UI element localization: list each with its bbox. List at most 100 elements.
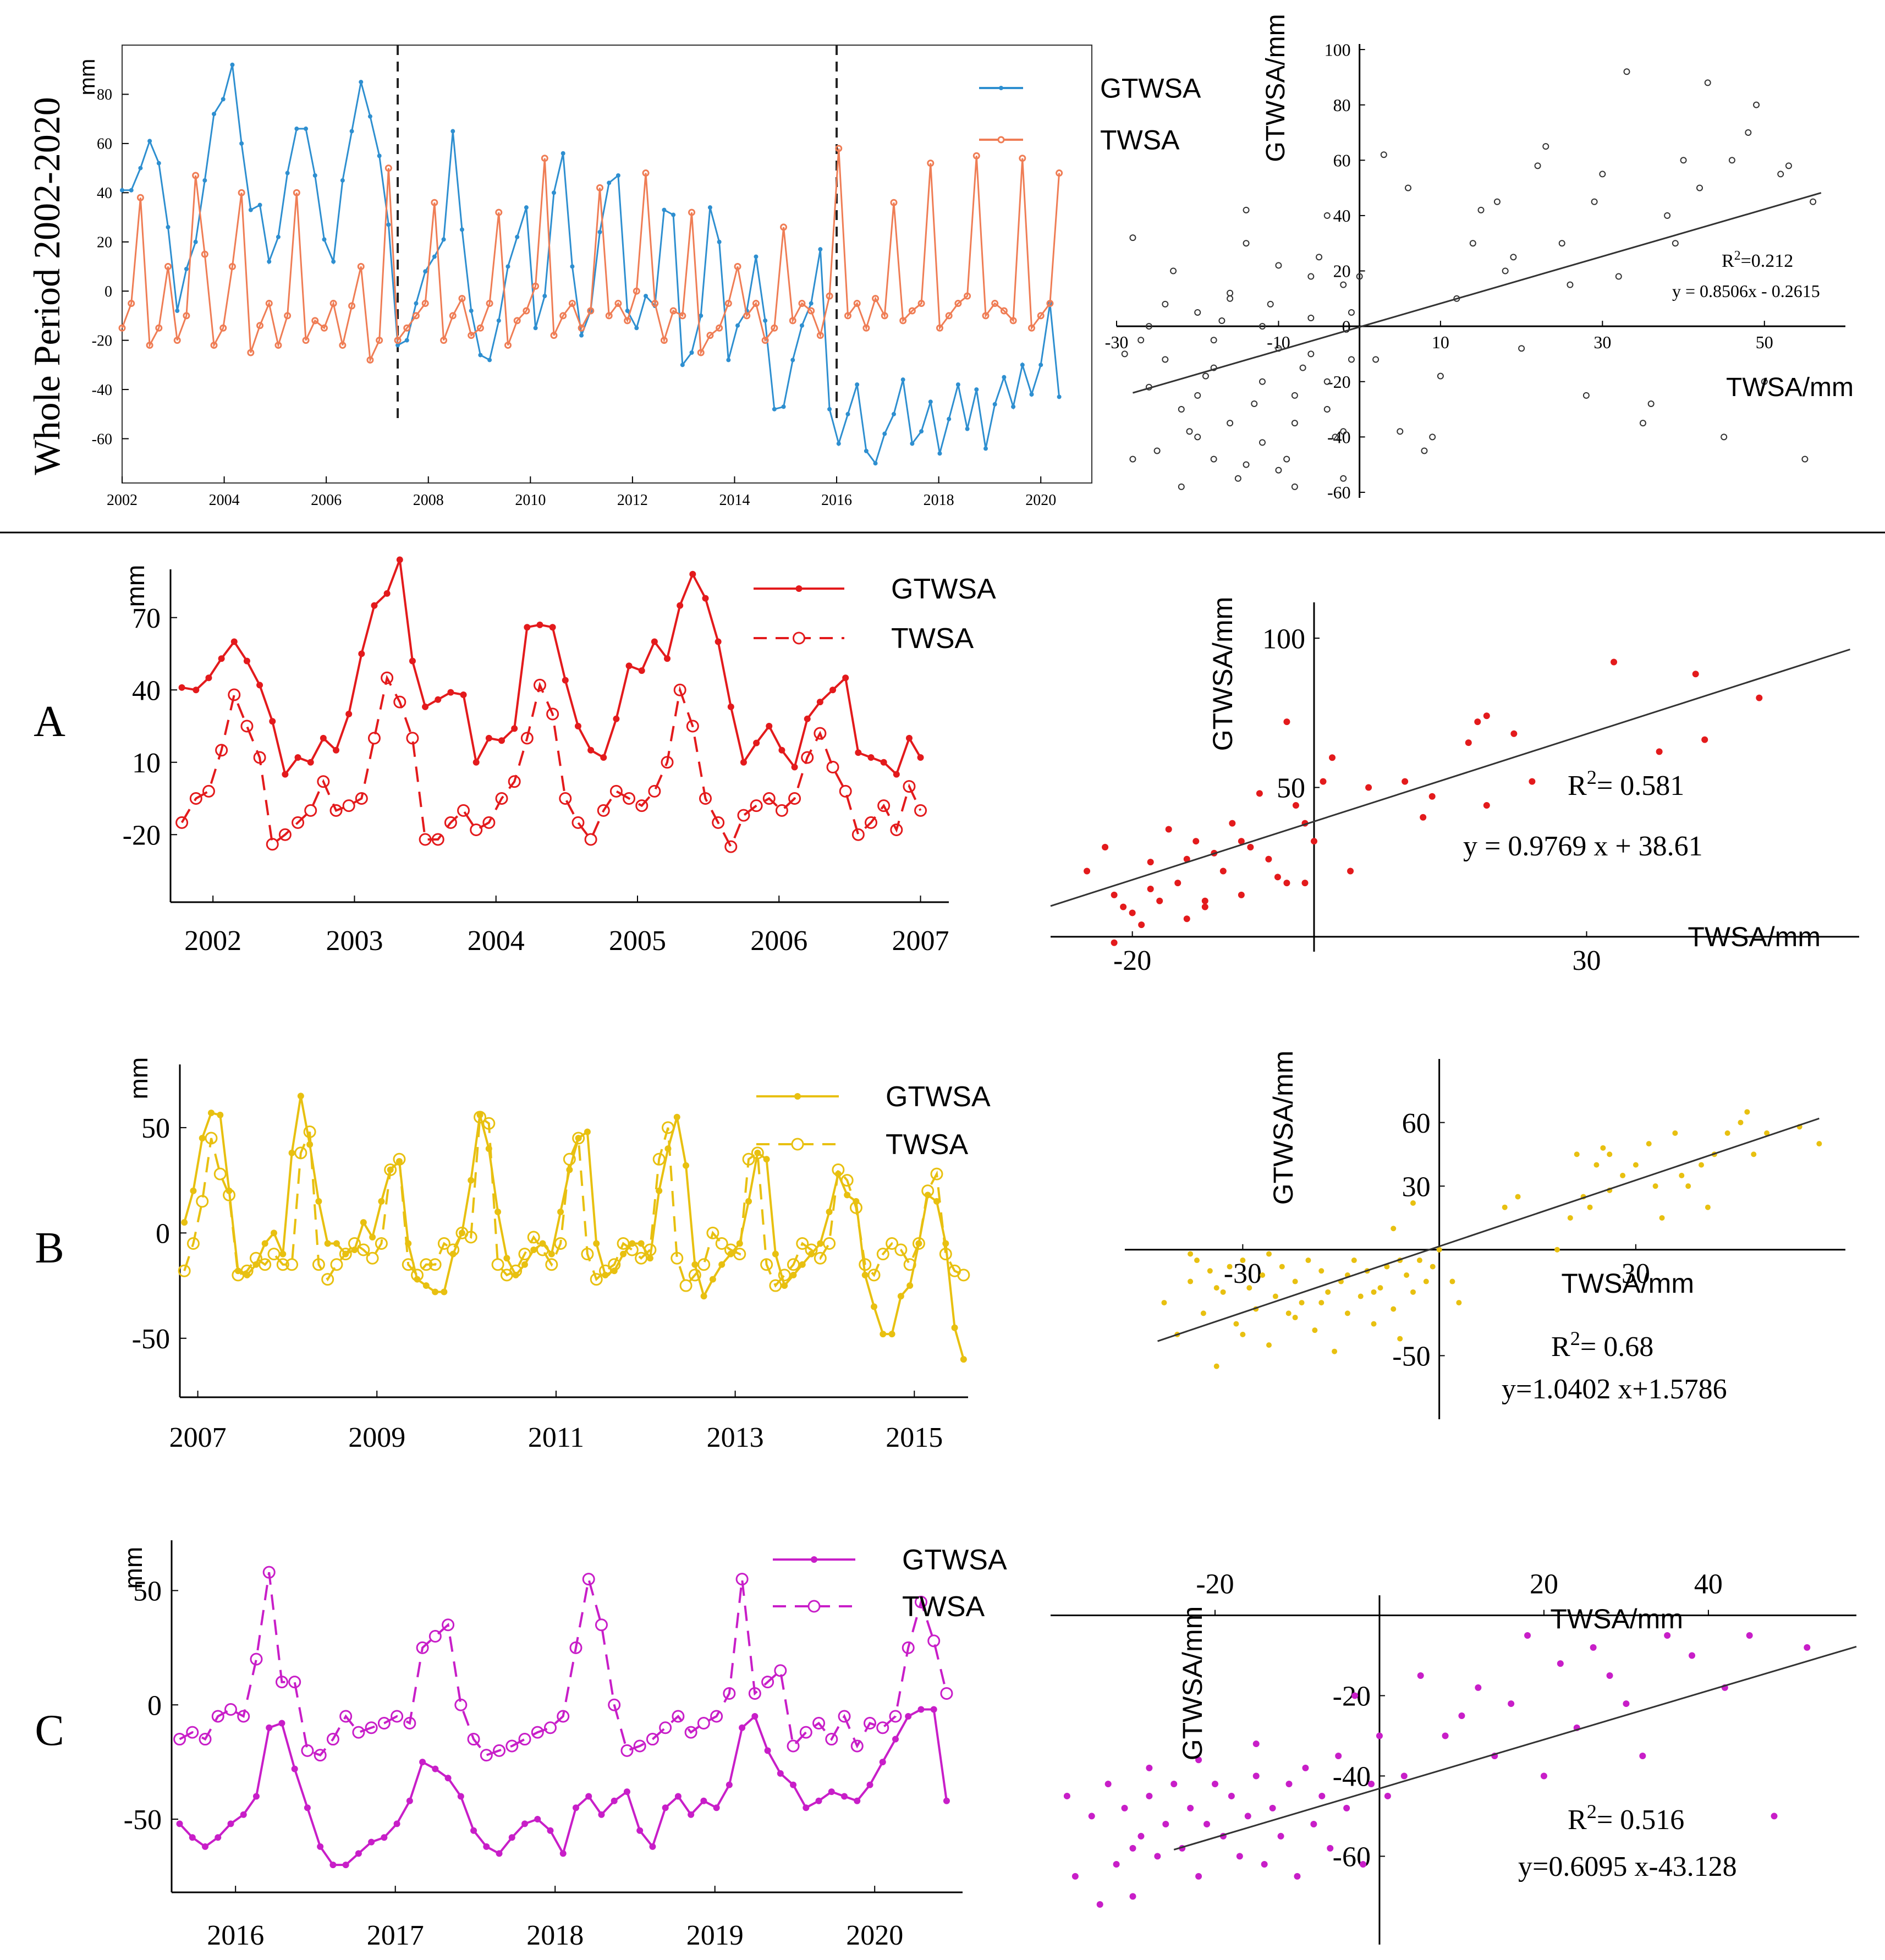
whole-timeseries-gtwsa-point — [331, 259, 336, 264]
whole-timeseries-gtwsa-point — [891, 411, 896, 416]
C-scatter-point — [1187, 1804, 1194, 1811]
whole-scatter-point — [1137, 337, 1145, 344]
whole-timeseries-twsa-point — [504, 342, 512, 349]
whole-timeseries-gtwsa-point — [267, 259, 272, 264]
B-timeseries-twsa-point — [348, 1237, 361, 1250]
A-timeseries-twsa-point — [175, 816, 189, 829]
C-timeseries-twsa-point — [391, 1710, 404, 1723]
B-timeseries-twsa-point — [285, 1258, 299, 1271]
A-scatter-point — [1183, 915, 1190, 923]
B-scatter-point — [1391, 1306, 1397, 1312]
A-timeseries-gtwsa-point — [549, 624, 556, 631]
B-timeseries-twsa-point — [375, 1237, 388, 1250]
B-timeseries-gtwsa-point — [620, 1250, 627, 1258]
A-timeseries-gtwsa-point — [358, 650, 365, 657]
C-timeseries-gtwsa-point — [585, 1793, 592, 1800]
B-timeseries-twsa-point — [769, 1279, 782, 1292]
A-timeseries-gtwsa-point — [422, 703, 429, 710]
whole-scatter-x-tick-label: 50 — [1756, 332, 1773, 352]
B-timeseries-twsa-point — [509, 1264, 523, 1277]
C-timeseries-twsa-point — [493, 1744, 506, 1757]
whole-scatter-point — [1745, 129, 1752, 136]
whole-scatter-r2-annotation: R2=0.212 — [1722, 249, 1793, 271]
whole-timeseries-gtwsa-point — [459, 227, 464, 232]
A-timeseries-gtwsa-point — [333, 746, 340, 754]
B-timeseries-x-tick-label: 2011 — [528, 1422, 584, 1453]
B-scatter-point — [1266, 1251, 1272, 1257]
C-scatter-point — [1154, 1853, 1161, 1860]
whole-timeseries-twsa-point — [357, 262, 365, 270]
whole-timeseries-twsa-point — [697, 349, 705, 356]
whole-timeseries-gtwsa-point — [120, 188, 124, 193]
C-timeseries-gtwsa-point — [240, 1811, 247, 1818]
B-timeseries-twsa-point — [635, 1251, 648, 1265]
whole-timeseries-gtwsa-point — [827, 407, 832, 411]
whole-timeseries-twsa-point — [624, 317, 631, 325]
whole-timeseries-gtwsa-point — [873, 461, 878, 466]
whole-timeseries-twsa-point — [669, 307, 677, 315]
A-timeseries-twsa-point — [584, 833, 597, 846]
C-scatter-point — [1664, 1632, 1671, 1639]
B-scatter-point — [1633, 1162, 1639, 1168]
A-scatter-point — [1174, 880, 1181, 887]
B-timeseries-twsa-point — [679, 1279, 693, 1292]
whole-timeseries-gtwsa-point — [1057, 394, 1062, 399]
whole-timeseries-twsa-point — [853, 300, 861, 308]
C-timeseries-twsa-point — [684, 1726, 697, 1739]
whole-scatter-point — [1477, 206, 1485, 213]
whole-timeseries-gtwsa-point — [790, 358, 795, 363]
whole-timeseries-twsa-point — [320, 324, 328, 332]
whole-scatter-point — [1623, 68, 1630, 75]
C-timeseries-gtwsa-point — [892, 1736, 899, 1743]
B-timeseries-gtwsa-point — [745, 1198, 752, 1205]
C-scatter-y-tick-label: -60 — [1333, 1842, 1371, 1873]
C-timeseries-twsa-point — [723, 1687, 736, 1700]
B-timeseries-gtwsa-point — [217, 1111, 224, 1118]
A-scatter-point — [1147, 859, 1154, 866]
whole-timeseries-gtwsa-point — [395, 343, 400, 348]
B-scatter-point — [1652, 1183, 1658, 1189]
B-scatter-equation: y=1.0402 x+1.5786 — [1502, 1374, 1727, 1405]
A-timeseries-gtwsa-point — [256, 682, 263, 689]
C-scatter-point — [1113, 1861, 1120, 1868]
C-scatter-y-tick-label: -40 — [1333, 1761, 1371, 1793]
C-timeseries-y-tick-label: 0 — [147, 1690, 162, 1721]
C-timeseries-twsa-point — [377, 1716, 391, 1730]
whole-scatter-point — [1340, 475, 1347, 482]
whole-timeseries-gtwsa-point — [772, 407, 777, 411]
C-scatter-point — [1088, 1813, 1095, 1820]
A-scatter-point — [1756, 694, 1763, 701]
A-timeseries-twsa-point — [623, 792, 636, 805]
whole-timeseries-twsa-point — [1009, 317, 1017, 325]
B-scatter-x-axis-title: TWSA/mm — [1561, 1268, 1694, 1299]
A-timeseries-twsa-point — [673, 683, 686, 696]
A-timeseries-twsa-point — [470, 823, 483, 836]
A-timeseries-twsa-point — [342, 799, 355, 812]
whole-timeseries-twsa-point — [523, 307, 530, 315]
C-timeseries-gtwsa-point — [649, 1843, 656, 1850]
whole-timeseries-gtwsa-point — [992, 402, 997, 407]
whole-scatter-point — [1218, 317, 1225, 325]
whole-timeseries-gtwsa-point — [919, 429, 924, 434]
A-scatter-point — [1274, 874, 1281, 881]
A-timeseries-gtwsa-point — [269, 718, 276, 725]
whole-scatter-point — [1348, 356, 1355, 363]
whole-timeseries-twsa-point — [1000, 307, 1008, 315]
whole-scatter-point — [1591, 198, 1598, 205]
C-timeseries-twsa-point — [365, 1721, 378, 1734]
B-timeseries-twsa-point — [213, 1167, 227, 1181]
B-scatter-point — [1430, 1264, 1436, 1270]
whole-timeseries-twsa-line — [121, 148, 1060, 363]
B-timeseries-gtwsa-point — [951, 1324, 958, 1331]
C-timeseries-unit-label: mm — [119, 1547, 147, 1589]
A-scatter-point — [1138, 921, 1145, 929]
whole-timeseries-twsa-point — [633, 287, 640, 295]
whole-timeseries-twsa-point — [183, 312, 190, 320]
whole-scatter-y-tick-label: 60 — [1333, 150, 1351, 170]
B-timeseries-gtwsa-point — [754, 1149, 761, 1156]
A-timeseries-y-tick-label: 40 — [132, 675, 161, 706]
B-timeseries-gtwsa-point — [646, 1255, 653, 1262]
C-timeseries-gtwsa-point — [777, 1770, 784, 1777]
B-scatter-point — [1738, 1119, 1744, 1126]
whole-scatter-point — [1251, 400, 1258, 407]
